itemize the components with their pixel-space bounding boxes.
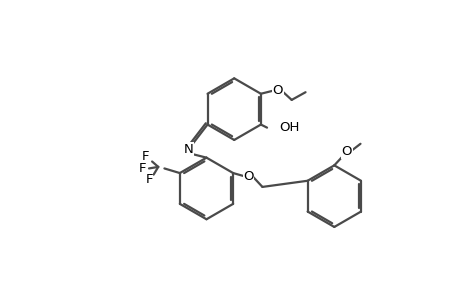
Text: N: N [183, 143, 193, 156]
Text: F: F [139, 162, 146, 175]
Text: F: F [142, 150, 149, 163]
Text: O: O [341, 145, 351, 158]
Text: OH: OH [279, 121, 299, 134]
Text: F: F [145, 173, 152, 186]
Text: O: O [243, 169, 253, 183]
Text: O: O [272, 84, 282, 97]
